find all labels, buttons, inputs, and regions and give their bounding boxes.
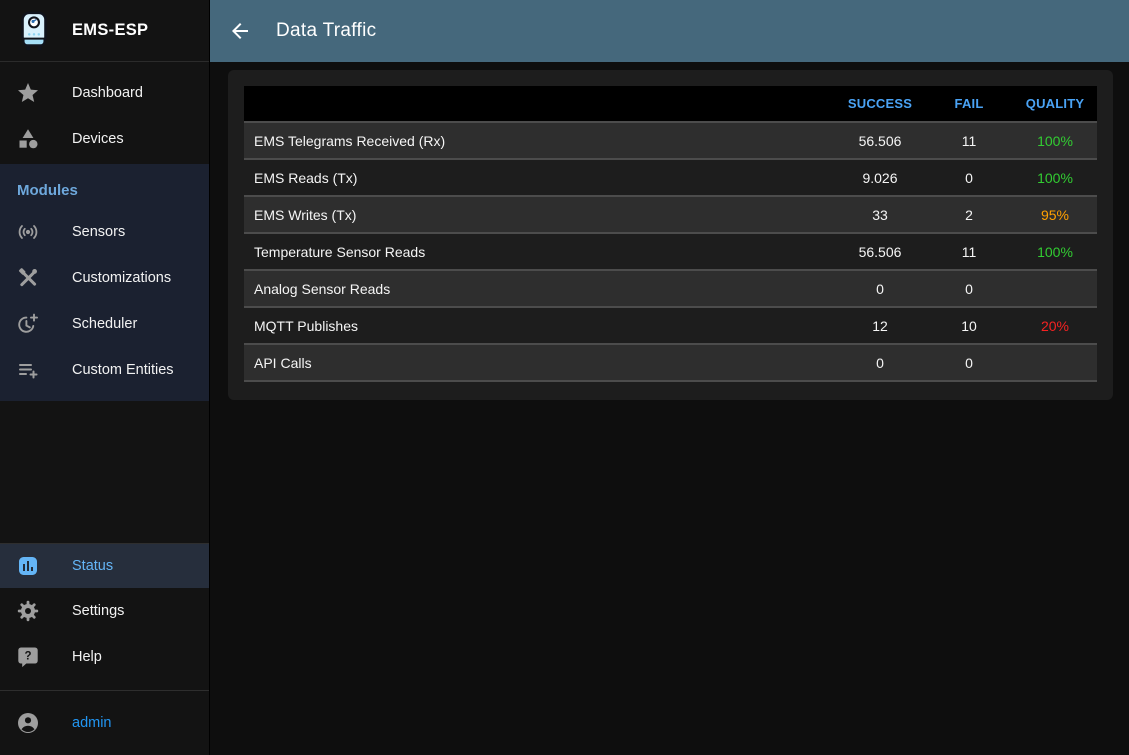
sidebar-divider: [0, 690, 209, 691]
sidebar-item-label: Scheduler: [72, 316, 138, 332]
cell-quality: 95%: [1013, 195, 1097, 233]
sidebar-item-status[interactable]: Status: [0, 544, 209, 588]
cell-name: EMS Telegrams Received (Rx): [244, 121, 835, 159]
sidebar-item-label: Custom Entities: [72, 362, 174, 378]
username-label: admin: [72, 715, 112, 731]
cell-fail: 10: [925, 306, 1013, 344]
gear-icon: [16, 599, 40, 623]
cell-fail: 2: [925, 195, 1013, 233]
arrow-back-icon: [228, 19, 252, 43]
cell-quality: 20%: [1013, 306, 1097, 344]
cell-quality: 100%: [1013, 158, 1097, 196]
table-row: EMS Writes (Tx) 33 2 95%: [244, 195, 1097, 233]
app-logo-row: EMS-ESP: [0, 0, 209, 62]
sidebar-section-modules: Modules Sensors: [0, 164, 209, 401]
col-header-success: SUCCESS: [835, 86, 925, 122]
cell-success: 0: [835, 343, 925, 382]
sidebar-item-label: Customizations: [72, 270, 172, 286]
sidebar: EMS-ESP Dashboard: [0, 0, 210, 755]
sidebar-divider: [0, 543, 209, 544]
cell-name: MQTT Publishes: [244, 306, 835, 344]
sidebar-spacer: [0, 401, 209, 543]
col-header-name: [244, 86, 835, 122]
traffic-table: SUCCESS FAIL QUALITY EMS Telegrams Recei…: [244, 86, 1097, 382]
help-bubble-icon: ?: [16, 645, 40, 669]
col-header-quality: QUALITY: [1013, 86, 1097, 122]
cell-success: 56.506: [835, 121, 925, 159]
cell-fail: 0: [925, 269, 1013, 307]
playlist-add-icon: [16, 358, 40, 382]
cell-fail: 11: [925, 121, 1013, 159]
category-icon: [16, 127, 40, 151]
back-button[interactable]: [220, 11, 260, 51]
page-title: Data Traffic: [276, 20, 377, 41]
analytics-icon: [16, 554, 40, 578]
cell-success: 12: [835, 306, 925, 344]
section-label-modules: Modules: [17, 182, 78, 199]
sidebar-item-label: Dashboard: [72, 85, 143, 101]
sidebar-item-scheduler[interactable]: Scheduler: [0, 301, 209, 347]
sidebar-item-devices[interactable]: Devices: [0, 116, 209, 162]
svg-text:?: ?: [24, 651, 31, 663]
table-header-row: SUCCESS FAIL QUALITY: [244, 86, 1097, 122]
main-area: Data Traffic SUCCESS FAIL QUALITY EMS Te…: [210, 0, 1129, 755]
table-row: MQTT Publishes 12 10 20%: [244, 306, 1097, 344]
sidebar-item-help[interactable]: ? Help: [0, 634, 209, 680]
table-row: EMS Reads (Tx) 9.026 0 100%: [244, 158, 1097, 196]
cell-fail: 11: [925, 232, 1013, 270]
star-icon: [16, 81, 40, 105]
cell-quality: 100%: [1013, 121, 1097, 159]
cell-fail: 0: [925, 343, 1013, 382]
sidebar-item-customizations[interactable]: Customizations: [0, 255, 209, 301]
sidebar-item-label: Status: [72, 558, 114, 574]
sidebar-item-label: Settings: [72, 603, 125, 619]
clock-plus-icon: [16, 312, 40, 336]
cell-success: 9.026: [835, 158, 925, 196]
app-title: EMS-ESP: [72, 21, 149, 39]
cell-name: EMS Writes (Tx): [244, 195, 835, 233]
table-row: Temperature Sensor Reads 56.506 11 100%: [244, 232, 1097, 270]
traffic-table-body: EMS Telegrams Received (Rx) 56.506 11 100% E…: [244, 121, 1097, 382]
sidebar-nav: Dashboard Devices Modules: [0, 62, 209, 755]
cell-quality: [1013, 343, 1097, 382]
col-header-fail: FAIL: [925, 86, 1013, 122]
sensors-icon: [16, 220, 40, 244]
cell-success: 56.506: [835, 232, 925, 270]
cell-name: EMS Reads (Tx): [244, 158, 835, 196]
sidebar-item-dashboard[interactable]: Dashboard: [0, 70, 209, 116]
sidebar-item-custom-entities[interactable]: Custom Entities: [0, 347, 209, 393]
data-traffic-panel: SUCCESS FAIL QUALITY EMS Telegrams Recei…: [228, 70, 1113, 400]
cell-name: Analog Sensor Reads: [244, 269, 835, 307]
sidebar-item-admin[interactable]: admin: [0, 691, 209, 755]
sidebar-item-sensors[interactable]: Sensors: [0, 209, 209, 255]
sidebar-item-label: Sensors: [72, 224, 126, 240]
table-row: EMS Telegrams Received (Rx) 56.506 11 100%: [244, 121, 1097, 159]
cell-name: Temperature Sensor Reads: [244, 232, 835, 270]
boiler-logo-icon: [16, 10, 52, 52]
sidebar-item-label: Help: [72, 649, 102, 665]
cell-success: 0: [835, 269, 925, 307]
sidebar-item-label: Devices: [72, 131, 124, 147]
cell-quality: 100%: [1013, 232, 1097, 270]
cell-name: API Calls: [244, 343, 835, 382]
table-row: Analog Sensor Reads 0 0: [244, 269, 1097, 307]
account-circle-icon: [16, 711, 40, 735]
content-area: SUCCESS FAIL QUALITY EMS Telegrams Recei…: [210, 62, 1129, 755]
table-row: API Calls 0 0: [244, 343, 1097, 382]
cell-quality: [1013, 269, 1097, 307]
tools-icon: [16, 266, 40, 290]
sidebar-item-settings[interactable]: Settings: [0, 588, 209, 634]
appbar: Data Traffic: [210, 0, 1129, 62]
cell-fail: 0: [925, 158, 1013, 196]
cell-success: 33: [835, 195, 925, 233]
